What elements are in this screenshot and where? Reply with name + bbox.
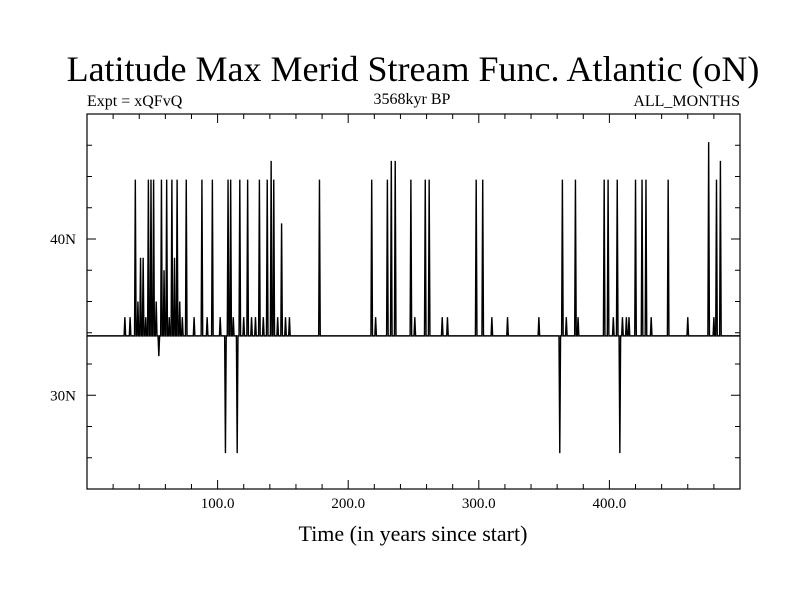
series-line xyxy=(87,142,740,454)
chart-title: Latitude Max Merid Stream Func. Atlantic… xyxy=(67,49,760,89)
chart-right-subtitle: ALL_MONTHS xyxy=(633,93,740,110)
chart-left-subtitle: Expt = xQFvQ xyxy=(87,93,183,110)
y-tick-label: 30N xyxy=(50,388,76,404)
y-tick-label: 40N xyxy=(50,232,76,248)
plot-frame xyxy=(86,113,741,490)
axis-ticks xyxy=(87,114,740,489)
x-tick-label: 200.0 xyxy=(331,496,365,512)
x-tick-label: 100.0 xyxy=(201,496,235,512)
axis-tick-labels: 100.0 200.0 300.0 400.0 30N 40N xyxy=(50,232,626,512)
x-tick-label: 300.0 xyxy=(462,496,496,512)
x-tick-label: 400.0 xyxy=(593,496,627,512)
chart-center-subtitle: 3568kyr BP xyxy=(374,91,451,108)
x-axis-label: Time (in years since start) xyxy=(299,521,528,546)
